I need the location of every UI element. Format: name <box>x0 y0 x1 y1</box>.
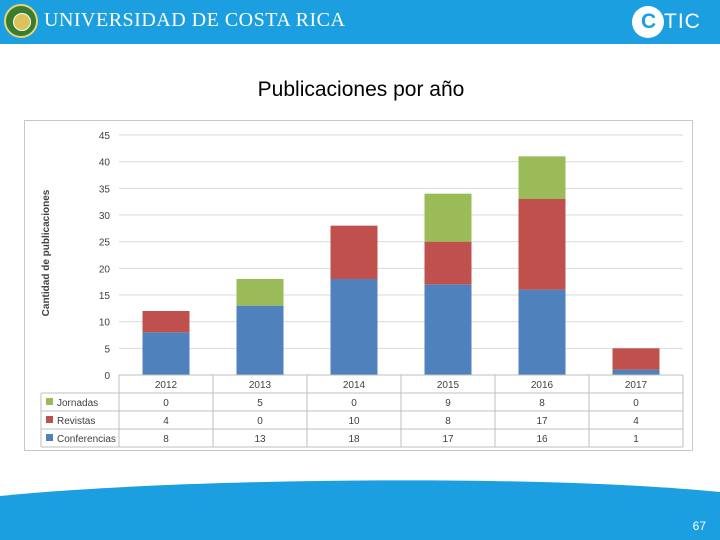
bar-revistas-2015 <box>424 241 472 285</box>
y-tick-label: 45 <box>99 131 111 142</box>
slide-title: Publicaciones por año <box>257 78 465 101</box>
data-label: 16 <box>536 434 548 445</box>
citic-logo-rest: ITIC <box>657 10 701 33</box>
legend-label: Conferencias <box>57 434 116 445</box>
legend-key-revistas <box>46 416 53 423</box>
data-label: 9 <box>445 398 451 409</box>
data-label: 13 <box>254 434 266 445</box>
bottom-wave-decoration <box>0 480 720 540</box>
bar-revistas-2012 <box>142 311 190 333</box>
header-bar: UNIVERSIDAD DE COSTA RICA CITIC <box>0 0 720 44</box>
data-label: 4 <box>633 416 639 427</box>
chart-frame: 0 5 10 15 20 25 30 35 40 45 Cantidad de publicacio… <box>24 120 693 451</box>
data-label: 18 <box>348 434 360 445</box>
bar-conferencias-2013 <box>236 305 284 375</box>
bar-conferencias-2016 <box>518 289 566 375</box>
data-label: 0 <box>163 398 169 409</box>
y-tick-label: 25 <box>99 238 111 249</box>
data-label: 17 <box>536 416 548 427</box>
data-label: 8 <box>539 398 545 409</box>
bar-revistas-2017 <box>612 348 660 370</box>
y-axis-label: Cantidad de publicaciones <box>41 189 52 316</box>
x-tick-label: 2017 <box>625 380 648 391</box>
data-label: 1 <box>633 434 639 445</box>
bar-conferencias-2017 <box>612 369 660 375</box>
bar-jornadas-2013 <box>236 279 284 306</box>
legend-key-conferencias <box>46 434 53 441</box>
data-label: 4 <box>163 416 169 427</box>
legend-label: Jornadas <box>57 398 98 409</box>
y-tick-label: 15 <box>99 291 111 302</box>
data-label: 8 <box>445 416 451 427</box>
bar-revistas-2014 <box>330 225 378 279</box>
slide-number: 67 <box>692 519 706 533</box>
legend-key-jornadas <box>46 398 53 405</box>
y-tick-label: 5 <box>104 344 110 355</box>
bar-conferencias-2012 <box>142 332 190 375</box>
data-label: 8 <box>163 434 169 445</box>
x-tick-label: 2012 <box>155 380 178 391</box>
university-name: UNIVERSIDAD DE COSTA RICA <box>44 9 346 31</box>
bar-conferencias-2014 <box>330 279 378 375</box>
citic-logo-first-letter: C <box>641 10 658 33</box>
citic-logo-circle-icon <box>632 6 664 38</box>
ucr-seal-icon <box>4 4 38 38</box>
data-label: 0 <box>351 398 357 409</box>
data-label: 17 <box>442 434 454 445</box>
x-tick-label: 2013 <box>249 380 272 391</box>
y-tick-label: 30 <box>99 211 111 222</box>
y-tick-label: 35 <box>99 184 111 195</box>
data-label: 0 <box>257 416 263 427</box>
x-tick-label: 2015 <box>437 380 460 391</box>
x-tick-label: 2016 <box>531 380 554 391</box>
legend-label: Revistas <box>57 416 95 427</box>
data-label: 5 <box>257 398 263 409</box>
y-tick-label: 20 <box>99 264 111 275</box>
y-tick-label: 10 <box>99 318 111 329</box>
x-tick-label: 2014 <box>343 380 366 391</box>
bar-jornadas-2015 <box>424 193 472 242</box>
data-label: 10 <box>348 416 360 427</box>
bar-jornadas-2016 <box>518 156 566 199</box>
y-tick-label: 40 <box>99 158 111 169</box>
bar-revistas-2016 <box>518 199 566 290</box>
data-label: 0 <box>633 398 639 409</box>
y-tick-label: 0 <box>104 371 110 382</box>
bar-conferencias-2015 <box>424 284 472 375</box>
